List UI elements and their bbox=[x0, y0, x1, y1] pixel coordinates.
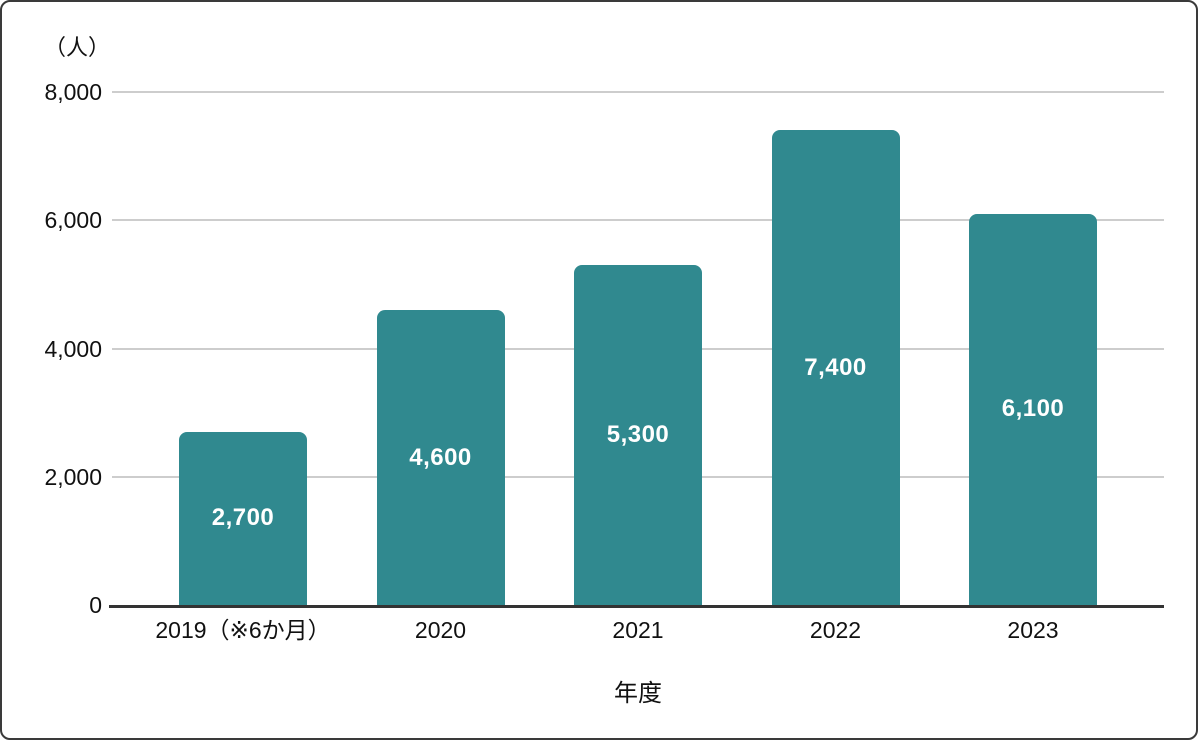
x-axis-line bbox=[109, 605, 1164, 608]
y-tick-label: 4,000 bbox=[44, 335, 102, 362]
bar-2019（※6か月）: 2,700 bbox=[179, 431, 307, 605]
bar-2022: 7,400 bbox=[771, 130, 900, 605]
plot-area: 2,700 4,600 5,300 7,400 6,100 bbox=[112, 91, 1164, 605]
x-axis-title: 年度 bbox=[614, 680, 662, 707]
y-axis-unit-label: （人） bbox=[44, 35, 111, 60]
x-tick-label: 2022 bbox=[809, 617, 862, 643]
y-tick-label: 6,000 bbox=[44, 207, 102, 234]
x-tick-label: 2023 bbox=[1007, 617, 1059, 643]
gridline-8000 bbox=[112, 91, 1164, 93]
bar-2023: 6,100 bbox=[969, 213, 1097, 605]
bar-value-label: 2,700 bbox=[211, 504, 275, 532]
bar-2020: 4,600 bbox=[376, 310, 505, 605]
bar-value-label: 7,400 bbox=[804, 353, 867, 381]
bar-value-label: 5,300 bbox=[606, 421, 670, 449]
gridline-6000 bbox=[112, 219, 1164, 222]
bar-value-label: 6,100 bbox=[1001, 395, 1065, 423]
x-tick-label: 2021 bbox=[612, 617, 664, 643]
y-tick-label: 2,000 bbox=[44, 463, 102, 490]
bar-2021: 5,300 bbox=[574, 265, 702, 605]
y-tick-label: 0 bbox=[89, 592, 102, 618]
x-tick-label: 2020 bbox=[414, 617, 467, 643]
bar-value-label: 4,600 bbox=[409, 443, 472, 471]
y-tick-label: 8,000 bbox=[44, 79, 102, 105]
x-tick-label: 2019（※6か月） bbox=[155, 617, 331, 643]
